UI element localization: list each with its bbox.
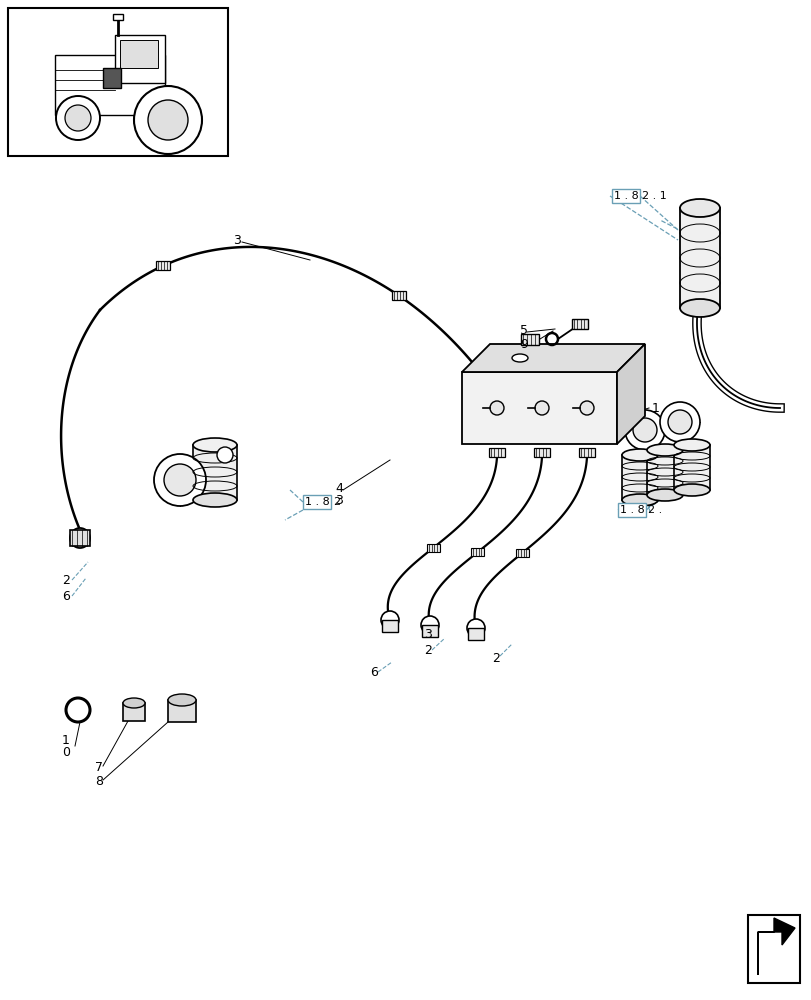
Text: 0: 0 — [62, 746, 70, 758]
Text: 3: 3 — [335, 493, 342, 506]
Ellipse shape — [168, 694, 195, 706]
Text: 1 . 8: 1 . 8 — [619, 505, 644, 515]
Ellipse shape — [659, 402, 699, 442]
Text: 3: 3 — [423, 629, 431, 642]
Text: 3: 3 — [233, 233, 241, 246]
Text: 1 . 8: 1 . 8 — [613, 191, 637, 201]
Ellipse shape — [70, 528, 90, 548]
Bar — [55, 55, 165, 115]
Ellipse shape — [633, 418, 656, 442]
Text: 2: 2 — [423, 644, 431, 656]
Bar — [122, 703, 145, 721]
Bar — [392, 291, 406, 300]
Bar — [571, 319, 587, 329]
Ellipse shape — [122, 698, 145, 708]
Ellipse shape — [624, 410, 664, 450]
Bar — [488, 448, 504, 456]
Ellipse shape — [646, 444, 682, 456]
Ellipse shape — [466, 619, 484, 637]
Ellipse shape — [154, 454, 206, 506]
Bar — [467, 628, 483, 640]
Ellipse shape — [148, 100, 188, 140]
Text: 2 .: 2 . — [647, 505, 662, 515]
Bar — [168, 700, 195, 722]
Bar — [120, 40, 158, 68]
Text: 8: 8 — [95, 775, 103, 788]
Bar — [646, 450, 682, 495]
Text: 2: 2 — [62, 574, 70, 586]
Text: 7: 7 — [95, 761, 103, 774]
Ellipse shape — [534, 401, 548, 415]
Bar — [303, 495, 331, 509]
Ellipse shape — [667, 410, 691, 434]
Bar — [422, 625, 437, 637]
Bar — [611, 189, 639, 203]
Bar — [157, 261, 170, 270]
Bar — [679, 208, 719, 308]
Text: 5: 5 — [519, 324, 527, 336]
Ellipse shape — [673, 439, 709, 451]
Ellipse shape — [134, 86, 202, 154]
Ellipse shape — [65, 105, 91, 131]
Ellipse shape — [673, 484, 709, 496]
Polygon shape — [461, 344, 644, 372]
Ellipse shape — [420, 616, 439, 634]
Ellipse shape — [679, 199, 719, 217]
Bar — [578, 448, 594, 456]
Bar — [8, 8, 228, 156]
Ellipse shape — [56, 96, 100, 140]
Ellipse shape — [679, 299, 719, 317]
Bar — [115, 35, 165, 83]
Bar — [427, 544, 440, 552]
Bar — [621, 455, 657, 500]
Text: 4: 4 — [335, 482, 342, 494]
Ellipse shape — [621, 494, 657, 506]
Text: 2 . 1: 2 . 1 — [642, 191, 666, 201]
Bar — [193, 445, 237, 500]
Text: 2: 2 — [491, 652, 500, 664]
Ellipse shape — [193, 493, 237, 507]
Bar — [673, 445, 709, 490]
Polygon shape — [616, 344, 644, 444]
Bar — [70, 530, 90, 546]
Text: 6: 6 — [370, 666, 377, 678]
Bar — [521, 334, 539, 344]
Bar — [747, 915, 799, 983]
Ellipse shape — [380, 611, 398, 629]
Bar — [103, 68, 121, 88]
Ellipse shape — [489, 401, 504, 415]
Bar — [617, 503, 646, 517]
Text: 1: 1 — [651, 401, 659, 414]
Text: 9: 9 — [519, 338, 527, 352]
Ellipse shape — [193, 438, 237, 452]
Ellipse shape — [621, 449, 657, 461]
Ellipse shape — [164, 464, 195, 496]
Text: 1: 1 — [62, 734, 70, 746]
Ellipse shape — [512, 354, 527, 362]
Bar — [516, 549, 529, 557]
Polygon shape — [757, 918, 794, 975]
Bar — [113, 14, 122, 20]
Ellipse shape — [217, 447, 233, 463]
Ellipse shape — [646, 489, 682, 501]
Text: 1 . 8: 1 . 8 — [304, 497, 329, 507]
Bar — [534, 448, 549, 456]
Text: 2: 2 — [333, 497, 340, 507]
Ellipse shape — [579, 401, 594, 415]
Text: 6: 6 — [62, 589, 70, 602]
Bar — [470, 548, 483, 556]
Bar — [381, 620, 397, 632]
Bar — [461, 372, 616, 444]
